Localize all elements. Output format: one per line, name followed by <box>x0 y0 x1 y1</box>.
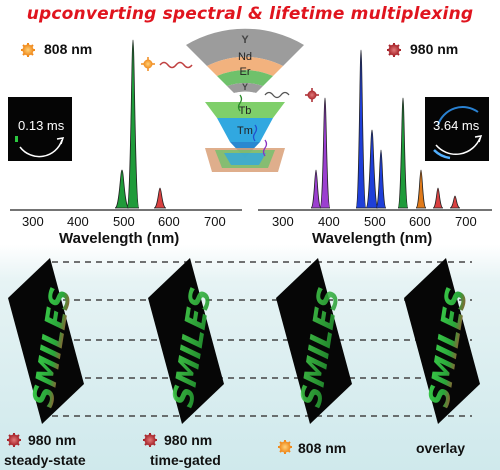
right-tick-600: 600 <box>409 214 431 229</box>
right-peak-green <box>397 97 409 209</box>
shell-label-tb: Tb <box>239 105 252 117</box>
panel-guide-lines <box>52 261 472 417</box>
right-peak-blue-c <box>375 149 387 209</box>
panel-808-icon <box>278 440 292 454</box>
lifetime-inset-right <box>425 97 489 161</box>
left-tick-600: 600 <box>158 214 180 229</box>
right-tick-700: 700 <box>455 214 477 229</box>
right-peak-red-a <box>432 187 444 209</box>
right-excitation-label: 980 nm <box>410 41 459 57</box>
panel2-caption: time-gated <box>150 452 221 468</box>
panel3-excitation-label: 808 nm <box>298 440 347 456</box>
shell-label-y-outer: Y <box>241 34 249 46</box>
right-peak-purple-a <box>310 169 322 209</box>
shell-label-er: Er <box>240 66 251 78</box>
right-peak-blue-b <box>365 129 379 209</box>
left-peak-green-main <box>126 39 140 209</box>
image-panel-overlay: SMILES <box>404 258 480 424</box>
right-peak-blue-main <box>355 49 367 209</box>
right-tick-400: 400 <box>318 214 340 229</box>
right-tick-500: 500 <box>364 214 386 229</box>
shell-label-nd: Nd <box>238 51 252 63</box>
left-peak-green-shoulder <box>114 169 130 209</box>
right-peak-purple-b <box>319 97 331 209</box>
left-tick-500: 500 <box>113 214 135 229</box>
right-tick-300: 300 <box>272 214 294 229</box>
excitation-808-icon <box>21 43 35 57</box>
shell-label-y-inner: Y <box>242 82 248 92</box>
right-peak-orange <box>415 169 427 209</box>
core-shell-diagram: Y Nd Er Y Tb Tm <box>141 28 319 172</box>
image-panel-808: SMILES <box>276 258 352 424</box>
left-lifetime-value: 0.13 ms <box>18 118 65 133</box>
panel2-excitation-label: 980 nm <box>164 432 213 448</box>
left-xlabel: Wavelength (nm) <box>59 230 180 247</box>
right-lifetime-value: 3.64 ms <box>433 118 480 133</box>
panel-980-icon-2 <box>143 433 157 447</box>
panel-980-icon-1 <box>7 433 21 447</box>
lifetime-inset-left <box>8 97 72 161</box>
left-peak-red <box>153 187 167 209</box>
left-tick-300: 300 <box>22 214 44 229</box>
excitation-980-icon <box>387 43 401 57</box>
image-panel-time-gated: SMILES <box>148 258 224 424</box>
spectra-layer <box>114 39 461 209</box>
left-tick-700: 700 <box>204 214 226 229</box>
image-panel-steady-state: SMILES <box>8 258 84 424</box>
shell-label-tm: Tm <box>237 125 253 137</box>
left-excitation-label: 808 nm <box>44 41 93 57</box>
panel4-caption: overlay <box>416 440 466 456</box>
right-peak-red-b <box>449 195 461 209</box>
left-tick-400: 400 <box>67 214 89 229</box>
panel1-caption: steady-state <box>4 452 86 468</box>
figure-title: upconverting spectral & lifetime multipl… <box>26 4 474 24</box>
right-xlabel: Wavelength (nm) <box>312 230 433 247</box>
panel1-excitation-label: 980 nm <box>28 432 77 448</box>
